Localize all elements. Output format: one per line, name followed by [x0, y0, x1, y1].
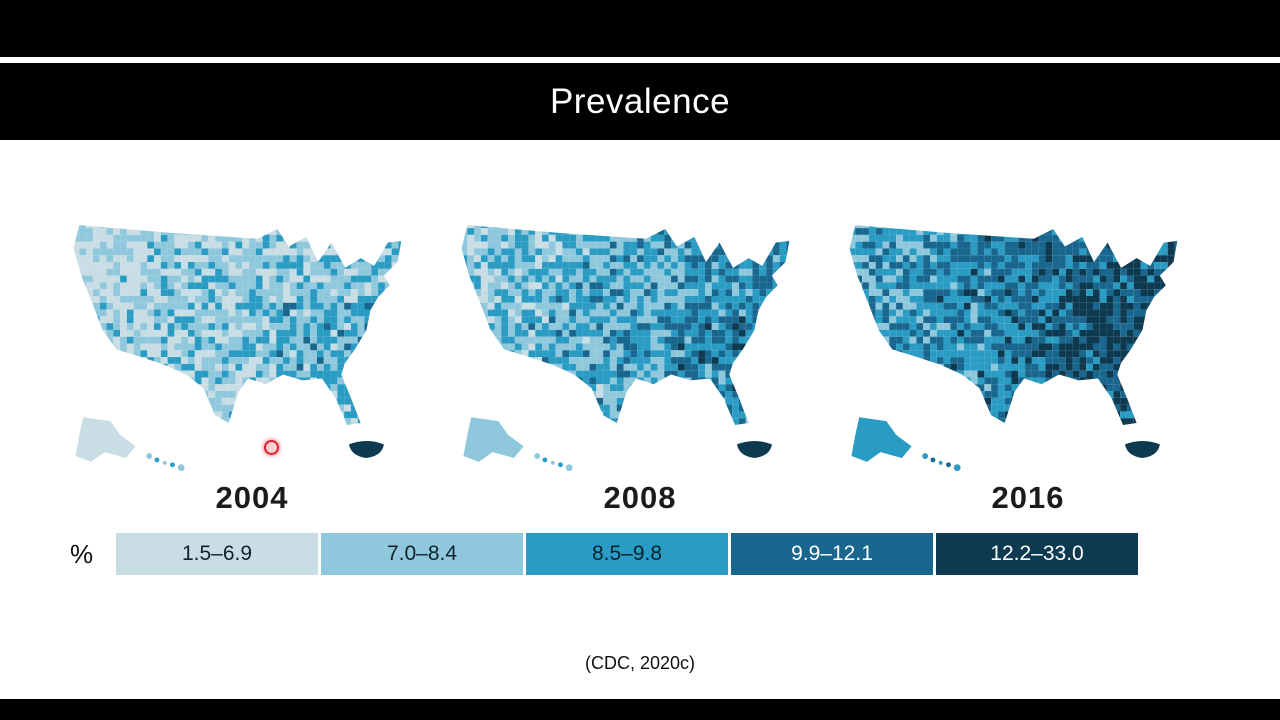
puerto-rico-shape	[1125, 441, 1160, 458]
hawaii-shape	[922, 453, 961, 472]
alaska-shape	[75, 417, 136, 462]
county-cells	[73, 225, 402, 425]
county-cells	[461, 225, 790, 425]
legend-class-3: 8.5–9.8	[526, 533, 728, 575]
title-banner: Prevalence	[0, 63, 1280, 140]
citation: (CDC, 2020c)	[584, 653, 696, 673]
puerto-rico-shape	[737, 441, 772, 458]
legend: % 1.5–6.9 7.0–8.4 8.5–9.8 9.9–12.1 12.2–…	[70, 533, 1138, 575]
hawaii-shape	[146, 453, 185, 472]
legend-class-2-label: 7.0–8.4	[386, 542, 458, 565]
us-choropleth-map-2004	[73, 225, 402, 472]
legend-swatches: 1.5–6.9 7.0–8.4 8.5–9.8 9.9–12.1 12.2–33…	[116, 533, 1138, 575]
map-figure-2016: 2016	[834, 178, 1222, 523]
county-cells	[849, 225, 1178, 425]
legend-class-4: 9.9–12.1	[731, 533, 933, 575]
map-year-label-2016: 2016	[991, 480, 1065, 515]
legend-class-1: 1.5–6.9	[116, 533, 318, 575]
legend-class-5-label: 12.2–33.0	[990, 542, 1084, 565]
letterbox-top	[0, 0, 1280, 57]
legend-class-4-label: 9.9–12.1	[791, 542, 873, 565]
hawaii-shape	[534, 453, 573, 472]
legend-class-3-label: 8.5–9.8	[591, 542, 663, 565]
legend-unit-label: %	[70, 538, 94, 569]
letterbox-bottom	[0, 699, 1280, 720]
us-choropleth-map-2008	[461, 225, 790, 472]
slide-title: Prevalence	[549, 81, 731, 121]
legend-class-5: 12.2–33.0	[936, 533, 1138, 575]
us-choropleth-map-2016	[849, 225, 1178, 472]
alaska-shape	[851, 417, 912, 462]
legend-class-2: 7.0–8.4	[321, 533, 523, 575]
legend-class-1-label: 1.5–6.9	[181, 542, 253, 565]
alaska-shape	[463, 417, 524, 462]
puerto-rico-shape	[349, 441, 384, 458]
map-figure-2004: 2004	[58, 178, 446, 523]
map-year-label-2004: 2004	[215, 480, 289, 515]
map-figure-2008: 2008	[446, 178, 834, 523]
maps-row: 2004 2008 2016	[58, 178, 1222, 523]
laser-pointer-dot	[264, 440, 279, 455]
map-year-label-2008: 2008	[603, 480, 677, 515]
